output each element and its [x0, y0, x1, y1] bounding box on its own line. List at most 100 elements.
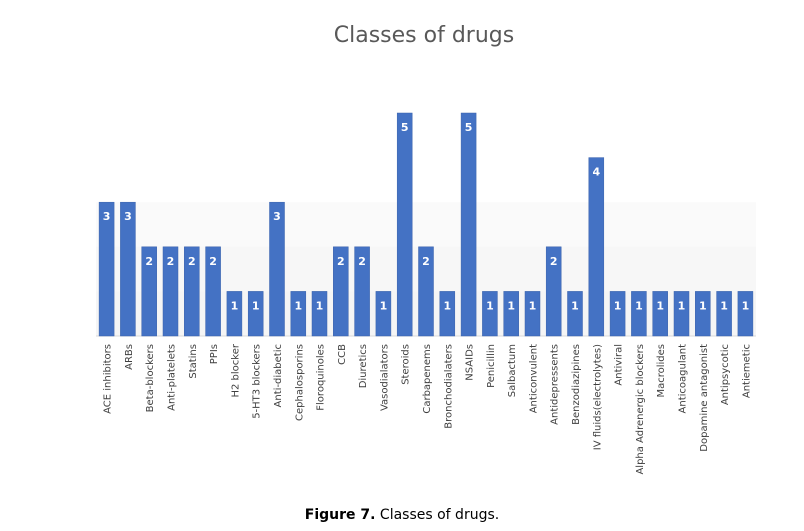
category-label: Antipsycotic — [720, 344, 731, 405]
bar — [205, 246, 221, 337]
category-label: ARBs — [124, 344, 135, 370]
category-label: Dopamine antagonist — [699, 344, 710, 452]
data-label: 2 — [145, 255, 153, 268]
bar — [567, 291, 583, 337]
bar — [418, 246, 434, 337]
category-label: Diuretics — [358, 344, 369, 388]
data-label: 1 — [635, 299, 643, 312]
bar — [120, 201, 136, 337]
bar — [652, 291, 668, 337]
category-label: PPIs — [209, 344, 220, 364]
bar — [503, 291, 519, 337]
bar — [162, 246, 179, 337]
bar — [269, 201, 285, 337]
data-label: 2 — [337, 255, 345, 268]
category-label: CCB — [337, 344, 348, 365]
data-label: 1 — [507, 299, 515, 312]
data-label: 1 — [614, 299, 622, 312]
category-label: Anti-diabetic — [273, 344, 284, 407]
category-labels-group: ACE inhibitors ARBs Beta-blockers Anti-plat… — [103, 343, 753, 474]
caption-text: Classes of drugs. — [375, 507, 500, 523]
bar — [673, 291, 690, 337]
bar — [290, 291, 307, 337]
bar — [311, 291, 328, 337]
data-label: 1 — [380, 299, 388, 312]
category-label: ACE inhibitors — [103, 344, 114, 414]
data-label: 1 — [678, 299, 686, 312]
category-label: Salbactum — [507, 344, 518, 397]
bar — [396, 112, 413, 337]
bar — [247, 291, 264, 337]
bar — [439, 291, 456, 337]
data-label: 1 — [252, 299, 260, 312]
bars-group — [98, 112, 754, 337]
bar — [375, 291, 392, 337]
category-label: Anticonvulent — [529, 344, 540, 413]
data-label: 3 — [103, 210, 111, 223]
category-label: Carbapenems — [422, 344, 433, 414]
data-label: 5 — [465, 121, 473, 134]
bar — [695, 291, 711, 337]
bar — [226, 291, 243, 337]
bar — [631, 291, 647, 337]
data-label: 2 — [358, 255, 366, 268]
data-label: 1 — [443, 299, 451, 312]
category-label: Antidepressents — [550, 344, 561, 425]
category-label: Antiemetic — [741, 344, 752, 398]
category-label: Cephalosporins — [294, 344, 305, 421]
category-label: Beta-blockers — [145, 344, 156, 412]
category-label: IV fluids(electrolytes) — [592, 344, 603, 450]
category-label: Penicillin — [486, 344, 497, 388]
bar — [184, 246, 200, 337]
bar — [716, 291, 732, 337]
bar — [482, 291, 498, 337]
data-label: 1 — [656, 299, 664, 312]
category-label: Anticoagulant — [678, 344, 689, 414]
data-label: 2 — [167, 255, 175, 268]
chart-title: Classes of drugs — [334, 23, 514, 48]
background-band — [96, 202, 756, 247]
category-label: Floroquinoles — [316, 344, 327, 411]
data-label: 2 — [422, 255, 430, 268]
data-label: 2 — [550, 255, 558, 268]
bar — [545, 246, 562, 337]
category-label: Statins — [188, 344, 199, 379]
bar — [333, 246, 349, 337]
caption-label: Figure 7. — [304, 507, 376, 523]
data-label: 3 — [273, 210, 281, 223]
data-label: 1 — [294, 299, 302, 312]
data-label: 1 — [699, 299, 707, 312]
category-label: Bronchodialaters — [443, 344, 454, 429]
bar — [460, 112, 477, 337]
category-label: Antiviral — [614, 344, 625, 386]
category-label: Benzodiazipines — [571, 344, 582, 425]
data-label: 2 — [209, 255, 217, 268]
bar — [588, 157, 605, 337]
data-label: 3 — [124, 210, 132, 223]
data-label: 1 — [231, 299, 239, 312]
category-label: Vasodialators — [379, 344, 390, 411]
bar — [609, 291, 626, 337]
data-label: 2 — [188, 255, 196, 268]
category-label: H2 blocker — [230, 343, 241, 397]
bar — [98, 201, 115, 337]
category-label: Alpha Adrenergic blockers — [635, 344, 646, 475]
data-label: 1 — [486, 299, 494, 312]
data-label: 1 — [742, 299, 750, 312]
data-label: 1 — [529, 299, 537, 312]
data-label: 5 — [401, 121, 409, 134]
category-label: 5-HT3 blockers — [252, 344, 263, 419]
category-label: Macrolides — [656, 344, 667, 398]
category-label: Steroids — [401, 344, 412, 385]
data-label: 1 — [316, 299, 324, 312]
category-label: NSAIDs — [465, 344, 476, 381]
figure-caption: Figure 7. Classes of drugs. — [0, 506, 804, 524]
bar — [141, 246, 157, 337]
data-label: 1 — [720, 299, 728, 312]
data-label: 1 — [571, 299, 579, 312]
category-label: Anti-platelets — [167, 344, 178, 411]
data-label: 4 — [592, 166, 600, 179]
bar — [737, 291, 754, 337]
